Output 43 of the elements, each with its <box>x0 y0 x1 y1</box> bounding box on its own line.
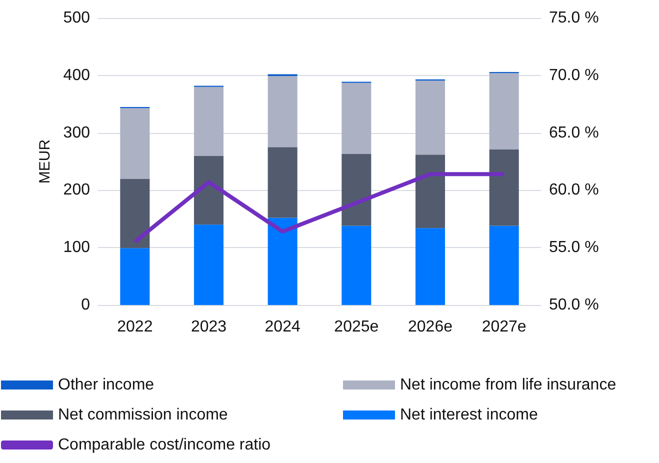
bar <box>268 218 298 305</box>
y2-tick-label: 55.0 % <box>549 239 599 256</box>
bar <box>415 228 446 305</box>
bar <box>342 154 372 226</box>
y2-tick-label: 60.0 % <box>549 182 599 199</box>
bar <box>489 226 519 305</box>
y2-tick-label: 75.0 % <box>549 10 599 26</box>
bar <box>120 108 150 179</box>
bar <box>415 80 446 155</box>
y-tick-label: 0 <box>81 296 90 314</box>
x-tick-label: 2022 <box>117 318 153 336</box>
bar <box>268 147 298 218</box>
legend-label: Net income from life insurance <box>400 376 616 394</box>
bar <box>489 73 519 150</box>
y2-tick-label: 70.0 % <box>549 66 599 84</box>
y-axis-title: MEUR <box>36 139 54 184</box>
x-tick-label: 2026e <box>408 318 453 336</box>
legend-label: Other income <box>58 376 154 394</box>
y-tick-label: 400 <box>63 66 90 84</box>
x-tick-label: 2025e <box>334 318 379 336</box>
x-tick-label: 2023 <box>190 318 227 336</box>
bar <box>194 156 224 225</box>
y-tick-label: 100 <box>63 239 90 256</box>
bar <box>342 82 372 154</box>
bar <box>489 149 519 226</box>
bar <box>194 86 224 156</box>
bar <box>415 154 446 228</box>
y-tick-label: 200 <box>63 182 90 199</box>
bar <box>120 178 150 248</box>
bar <box>194 224 224 305</box>
line-series <box>132 172 506 244</box>
legend-label: Net interest income <box>400 406 538 424</box>
x-tick-label: 2024 <box>264 318 300 336</box>
bar <box>342 226 372 305</box>
y-tick-label: 300 <box>63 124 90 142</box>
bar <box>120 248 150 305</box>
bar <box>268 76 298 148</box>
x-tick-label: 2027e <box>482 318 526 336</box>
y2-tick-label: 50.0 % <box>549 296 599 314</box>
legend-label: Comparable cost/income ratio <box>58 436 271 454</box>
y2-tick-label: 65.0 % <box>549 124 599 142</box>
y-tick-label: 500 <box>63 10 90 26</box>
legend-label: Net commission income <box>58 406 228 424</box>
